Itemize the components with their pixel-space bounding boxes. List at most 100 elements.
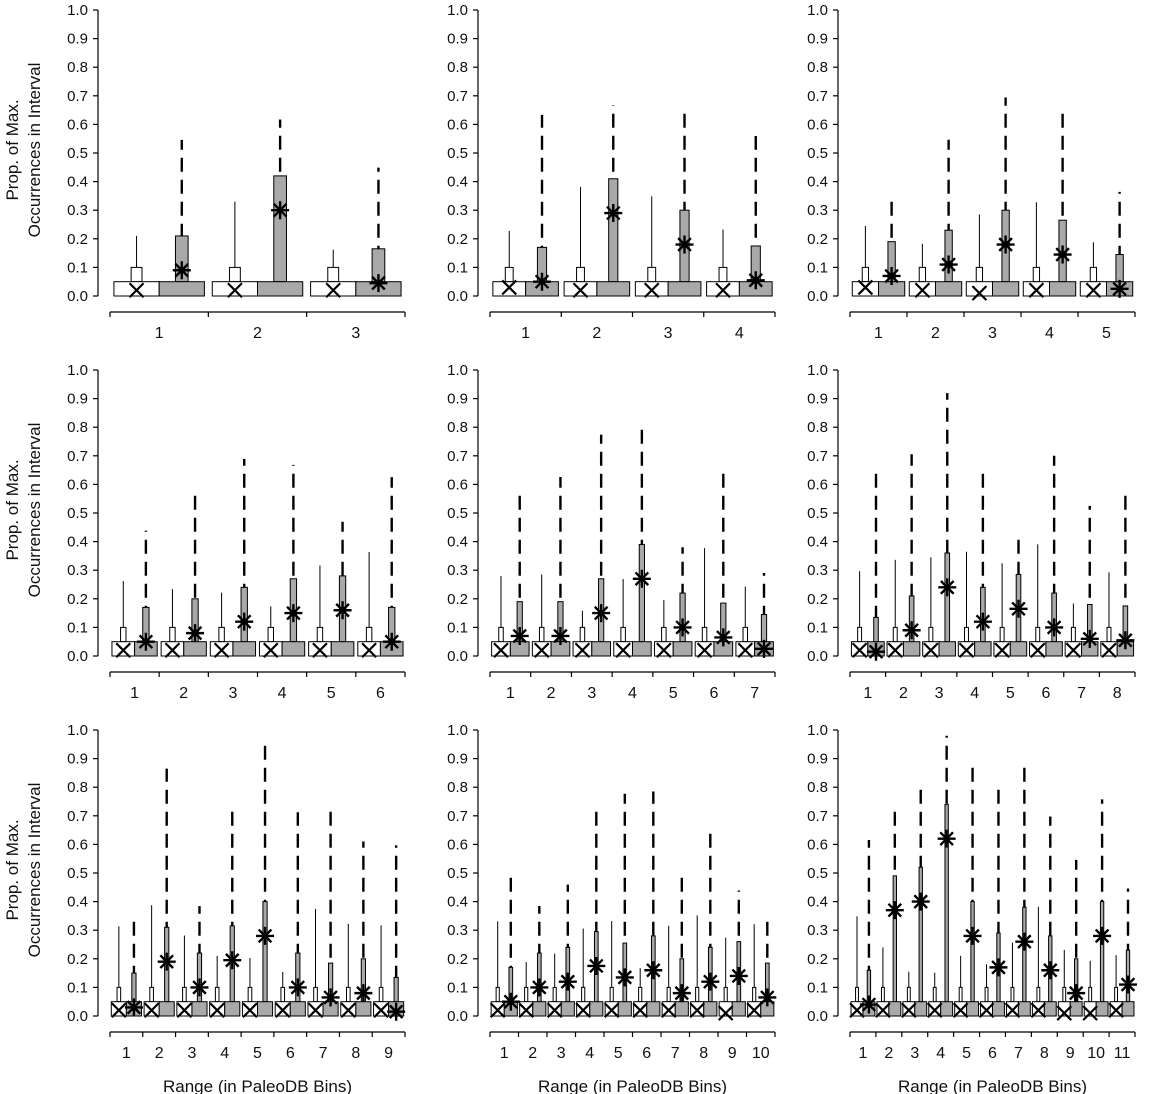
white-marker-x [746, 1002, 762, 1019]
grey-marker-asterisk [1015, 932, 1034, 951]
x-tick-label: 4 [1045, 325, 1054, 342]
white-marker-x [518, 1002, 534, 1019]
x-tick-label: 3 [557, 1045, 566, 1062]
x-tick-label: 6 [988, 1045, 997, 1062]
white-box-upper [365, 626, 373, 643]
y-tick-label: 0.3 [67, 562, 88, 579]
y-tick-label: 0.0 [447, 648, 468, 665]
grey-box [1045, 641, 1063, 657]
x-tick-label: 7 [671, 1045, 680, 1062]
grey-marker-asterisk [288, 978, 307, 997]
grey-marker-asterisk [755, 639, 774, 658]
grey-marker-asterisk [1009, 599, 1028, 618]
y-tick-label: 0.6 [807, 476, 828, 493]
white-marker-x [887, 642, 904, 659]
grey-marker-asterisk [124, 998, 143, 1017]
x-tick-label: 5 [1102, 325, 1111, 342]
grey-spindle [1099, 901, 1105, 1003]
y-tick-label: 0.4 [447, 894, 468, 911]
grey-marker-asterisk [354, 984, 373, 1003]
grey-box [257, 1001, 274, 1017]
white-box-upper [130, 266, 143, 283]
panel-3: 0.0 0.1 0.2 0.3 0.4 0.5 0.6 0.7 0.8 0.9 1.0 1 2 3 4 5 [807, 2, 1136, 342]
grey-spindle [638, 543, 645, 643]
y-tick-label: 0.2 [807, 231, 828, 248]
grey-box [902, 641, 921, 657]
x-axis-label: Range (in PaleoDB Bins) [538, 1077, 727, 1094]
panel-8: 0.0 0.1 0.2 0.3 0.4 0.5 0.6 0.7 0.8 0.9 1.0 1 2 3 4 5 6 7… [447, 722, 777, 1094]
white-marker-x [1101, 642, 1117, 659]
white-marker-x [1082, 1005, 1098, 1021]
white-box-upper [182, 986, 187, 1003]
x-tick-label: 3 [587, 685, 596, 702]
y-tick-label: 1.0 [67, 2, 88, 19]
y-tick-label: 0.8 [67, 419, 88, 436]
grey-marker-asterisk [604, 204, 623, 223]
grey-box [1121, 1001, 1135, 1017]
white-box-upper [892, 626, 898, 643]
y-tick-label: 0.0 [807, 288, 828, 305]
white-marker-x [262, 642, 279, 659]
white-marker-x [914, 282, 931, 299]
y-tick-label: 0.4 [807, 894, 828, 911]
grey-marker-asterisk [1067, 984, 1086, 1003]
white-box-upper [906, 986, 911, 1003]
y-tick-label: 0.3 [447, 922, 468, 939]
panel-grid: 0.00.10.20.30.40.50.60.70.80.91.01 2 30.00… [67, 2, 1137, 1094]
x-tick-label: 5 [614, 1045, 623, 1062]
grey-marker-asterisk [996, 235, 1015, 254]
white-marker-x [875, 1002, 891, 1019]
white-box-upper [1032, 266, 1041, 283]
y-tick-label: 0.2 [807, 951, 828, 968]
white-box-upper [620, 626, 626, 643]
y-tick-label: 0.4 [447, 534, 468, 551]
y-tick-label: 0.0 [807, 648, 828, 665]
grey-spindle [262, 901, 268, 1003]
grey-box [632, 641, 652, 657]
white-box-upper [666, 986, 671, 1003]
white-box-upper [1106, 626, 1112, 643]
white-marker-x [715, 282, 731, 299]
grey-box [1009, 641, 1028, 657]
grey-marker-asterisk [937, 829, 956, 848]
grey-box [1095, 1001, 1109, 1017]
y-tick-label: 0.7 [447, 88, 468, 105]
white-box-upper [1062, 986, 1067, 1003]
white-box-upper [316, 626, 324, 643]
panel-9: 0.0 0.1 0.2 0.3 0.4 0.5 0.6 0.7 0.8 0.9 1.0 1 2 3 4 5 6 7… [807, 722, 1137, 1094]
y-tick-label: 0.5 [447, 145, 468, 162]
y-tick-label: 0.5 [67, 865, 88, 882]
y-tick-label: 0.1 [67, 259, 88, 276]
grey-spindle [760, 614, 768, 643]
x-tick-label: 4 [628, 685, 637, 702]
white-box-upper [861, 266, 870, 283]
y-tick-label: 0.4 [447, 174, 468, 191]
grey-spindle [970, 901, 975, 1003]
white-box-upper [495, 986, 500, 1003]
grey-marker-asterisk [587, 956, 606, 975]
grey-box [596, 281, 631, 297]
white-box-upper [581, 986, 586, 1003]
x-tick-label: 4 [220, 1045, 229, 1062]
grey-box [183, 641, 207, 657]
grey-marker-asterisk [615, 968, 634, 987]
y-tick-label: 0.8 [67, 59, 88, 76]
grey-marker-asterisk [644, 961, 663, 980]
grey-marker-asterisk [885, 901, 904, 920]
grey-marker-asterisk [1119, 975, 1137, 994]
x-tick-label: 3 [910, 1045, 919, 1062]
white-marker-x [689, 1002, 705, 1019]
white-marker-x [307, 1002, 324, 1019]
grey-spindle [944, 552, 951, 643]
x-tick-label: 2 [592, 325, 601, 342]
white-marker-x [209, 1002, 225, 1019]
x-tick-label: 8 [1040, 1045, 1049, 1062]
y-tick-label: 0.7 [67, 808, 88, 825]
white-marker-x [574, 642, 591, 659]
grey-box [224, 1001, 241, 1017]
white-marker-x [1004, 1002, 1021, 1019]
grey-marker-asterisk [867, 642, 886, 661]
x-tick-label: 1 [874, 325, 883, 342]
y-tick-label: 0.3 [67, 922, 88, 939]
white-marker-x [1029, 642, 1046, 659]
